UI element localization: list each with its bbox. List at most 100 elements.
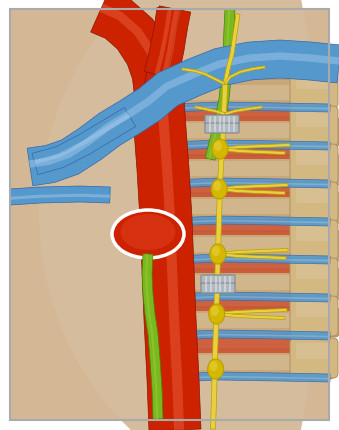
FancyBboxPatch shape [170,237,338,252]
Ellipse shape [212,140,228,160]
FancyBboxPatch shape [170,86,328,101]
FancyBboxPatch shape [166,349,334,379]
Polygon shape [157,99,184,430]
FancyBboxPatch shape [290,338,338,378]
FancyBboxPatch shape [290,107,338,147]
Polygon shape [170,107,330,110]
Ellipse shape [212,246,220,256]
FancyBboxPatch shape [201,275,235,286]
Polygon shape [205,10,235,161]
FancyBboxPatch shape [174,181,334,197]
FancyBboxPatch shape [166,307,339,337]
Polygon shape [170,372,330,382]
FancyBboxPatch shape [170,124,333,139]
Polygon shape [208,10,230,160]
Polygon shape [223,15,240,85]
Ellipse shape [112,211,184,258]
FancyBboxPatch shape [290,296,338,336]
Polygon shape [218,249,288,256]
Ellipse shape [214,141,222,152]
Polygon shape [132,98,201,430]
FancyBboxPatch shape [290,69,338,109]
Ellipse shape [210,361,218,371]
Polygon shape [220,148,285,155]
Polygon shape [170,141,330,150]
Polygon shape [218,253,286,260]
Polygon shape [170,178,330,189]
FancyBboxPatch shape [290,221,338,261]
Polygon shape [27,41,339,186]
Ellipse shape [211,180,227,200]
Polygon shape [142,254,163,419]
FancyBboxPatch shape [166,80,334,110]
FancyBboxPatch shape [296,112,330,128]
Polygon shape [170,292,330,302]
Polygon shape [10,194,110,200]
FancyBboxPatch shape [166,118,339,147]
Ellipse shape [207,359,224,379]
Polygon shape [144,8,179,77]
Polygon shape [170,334,330,338]
Polygon shape [170,103,330,113]
Ellipse shape [120,215,176,250]
Polygon shape [217,313,285,320]
FancyBboxPatch shape [290,144,338,184]
FancyBboxPatch shape [296,150,330,166]
FancyBboxPatch shape [174,144,331,160]
Polygon shape [217,309,287,316]
Wedge shape [39,0,339,430]
FancyBboxPatch shape [170,275,336,290]
FancyBboxPatch shape [296,264,330,280]
Polygon shape [157,10,180,101]
Polygon shape [32,108,136,175]
Polygon shape [219,188,285,195]
Polygon shape [182,69,225,86]
Polygon shape [29,53,339,168]
Polygon shape [224,67,265,86]
Ellipse shape [209,304,225,324]
Ellipse shape [211,306,219,316]
FancyBboxPatch shape [170,200,338,215]
FancyBboxPatch shape [174,106,326,122]
Polygon shape [100,5,166,100]
FancyBboxPatch shape [296,187,330,203]
Ellipse shape [210,244,226,264]
Polygon shape [170,255,330,264]
Polygon shape [145,254,158,419]
Polygon shape [170,182,330,186]
FancyBboxPatch shape [174,333,331,353]
Polygon shape [170,376,330,380]
FancyBboxPatch shape [166,194,339,224]
Polygon shape [170,216,330,227]
FancyBboxPatch shape [296,343,330,359]
FancyBboxPatch shape [205,116,239,126]
Polygon shape [142,7,191,103]
FancyBboxPatch shape [201,283,235,293]
FancyBboxPatch shape [166,231,339,261]
Polygon shape [34,114,130,165]
FancyBboxPatch shape [290,258,338,298]
Polygon shape [225,107,262,116]
FancyBboxPatch shape [174,295,334,311]
FancyBboxPatch shape [170,313,333,328]
Polygon shape [170,220,330,224]
FancyBboxPatch shape [296,225,330,241]
FancyBboxPatch shape [296,74,330,90]
Polygon shape [195,107,225,116]
Polygon shape [170,258,330,262]
Ellipse shape [213,181,221,191]
FancyBboxPatch shape [205,124,239,134]
FancyBboxPatch shape [174,219,336,236]
Polygon shape [9,187,110,206]
FancyBboxPatch shape [166,269,339,299]
Polygon shape [170,296,330,300]
Polygon shape [91,0,181,102]
Polygon shape [219,184,288,191]
FancyBboxPatch shape [170,162,336,177]
Polygon shape [155,10,172,76]
FancyBboxPatch shape [170,355,328,370]
Polygon shape [170,144,330,148]
Polygon shape [211,85,227,429]
FancyBboxPatch shape [174,258,336,273]
Polygon shape [220,144,290,151]
